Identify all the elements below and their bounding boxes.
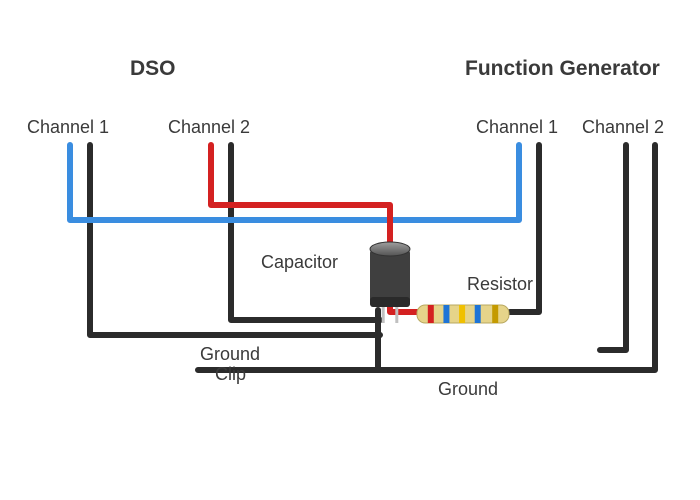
label-ground_clip2: Clip xyxy=(215,364,246,384)
label-fg_ch1: Channel 1 xyxy=(476,117,558,137)
resistor-icon xyxy=(417,305,509,323)
label-dso: DSO xyxy=(130,57,176,80)
label-resistor: Resistor xyxy=(467,274,533,294)
label-capacitor: Capacitor xyxy=(261,252,338,272)
circuit-diagram: DSO Function Generator Channel 1 Channel 2 C… xyxy=(0,0,700,500)
label-funcgen: Function Generator xyxy=(465,57,660,80)
label-ground: Ground xyxy=(438,379,498,399)
label-fg_ch2: Channel 2 xyxy=(582,117,664,137)
label-ground_clip1: Ground xyxy=(200,344,260,364)
label-dso_ch2: Channel 2 xyxy=(168,117,250,137)
label-dso_ch1: Channel 1 xyxy=(27,117,109,137)
